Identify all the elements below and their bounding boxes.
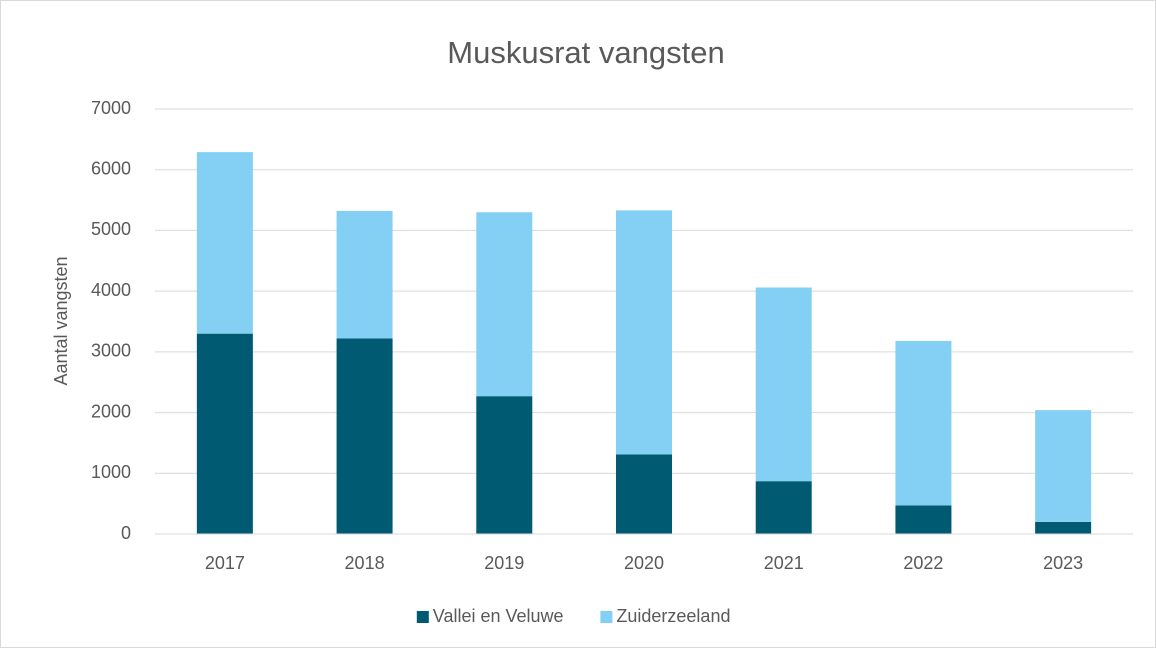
x-tick-label: 2018 [345, 553, 385, 573]
y-tick-label: 0 [121, 523, 131, 543]
bar-segment [336, 211, 393, 339]
legend-swatch [600, 611, 613, 623]
chart-title: Muskusrat vangsten [447, 35, 724, 70]
x-tick-label: 2021 [764, 553, 804, 573]
bar-segment [895, 505, 952, 534]
bar-segment [1035, 521, 1092, 534]
bar-segment [895, 340, 952, 506]
x-tick-label: 2023 [1043, 553, 1083, 573]
y-tick-label: 1000 [91, 462, 131, 482]
x-tick-label: 2020 [624, 553, 664, 573]
y-tick-label: 5000 [91, 219, 131, 239]
y-tick-label: 3000 [91, 341, 131, 361]
x-tick-label: 2022 [903, 553, 943, 573]
bar-segment [616, 454, 672, 534]
y-tick-label: 7000 [91, 98, 131, 118]
bar-segment [1035, 410, 1092, 522]
bar-segment [755, 481, 812, 534]
bar-segment [196, 152, 253, 334]
bar-segment [196, 333, 253, 534]
x-tick-label: 2019 [484, 553, 524, 573]
y-axis-label: Aantal vangsten [51, 256, 71, 385]
bar-segment [755, 287, 812, 482]
bar-segment [336, 338, 393, 534]
legend-label: Vallei en Veluwe [433, 606, 564, 626]
bar-segment [476, 212, 533, 397]
bar-segment [476, 396, 533, 534]
legend-label: Zuiderzeeland [616, 606, 730, 626]
bar-segment [616, 210, 672, 455]
legend-swatch [416, 611, 429, 623]
y-tick-label: 6000 [91, 158, 131, 178]
x-tick-label: 2017 [205, 553, 245, 573]
y-tick-label: 4000 [91, 280, 131, 300]
y-tick-label: 2000 [91, 401, 131, 421]
